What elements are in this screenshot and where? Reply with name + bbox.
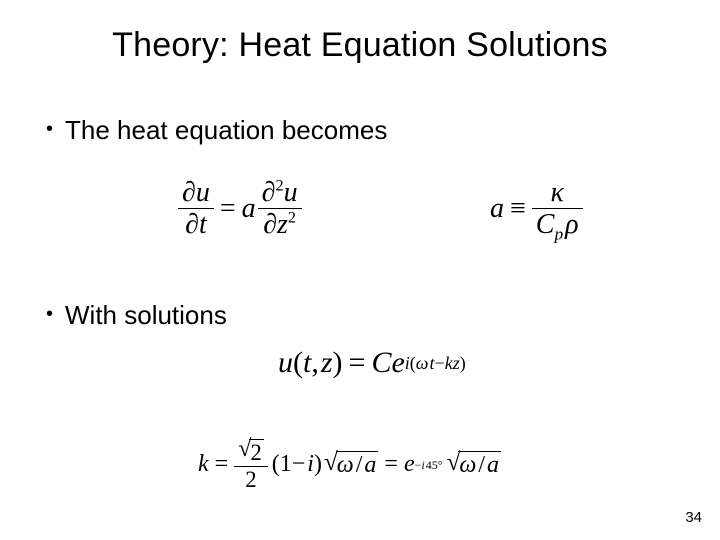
k-eq1: = xyxy=(209,451,235,478)
k-sqrt1-slash: / xyxy=(354,452,365,478)
a-def-num: κ xyxy=(550,177,563,208)
k-sqrt2-omega: ω xyxy=(459,452,476,478)
page-number: 34 xyxy=(685,509,702,526)
a-def-den-c: C xyxy=(536,209,555,240)
heat-eq-rhs-frac: ∂2u ∂z2 xyxy=(258,178,302,240)
slide: Theory: Heat Equation Solutions • The he… xyxy=(0,0,720,540)
equation-row-1: ∂u ∂t = a ∂2u ∂z2 a ≡ κ xyxy=(0,178,720,250)
sol-exp-k: k xyxy=(445,353,453,373)
k-factor-open: (1 xyxy=(268,451,292,478)
heat-eq-rhs-num-lead: ∂ xyxy=(262,177,276,208)
sol-exp-z: z xyxy=(453,353,460,373)
heat-eq-rhs-den-lead: ∂z xyxy=(263,209,288,240)
equation-row-3: k = √2 2 (1−i) √ω/a = e −i45° √ω/a xyxy=(0,438,720,494)
k-frac: √2 2 xyxy=(234,438,268,492)
a-definition: a ≡ κ Cpρ xyxy=(490,178,583,240)
heat-eq-equals: = xyxy=(214,193,242,225)
sol-func: u xyxy=(278,346,293,380)
k-sqrt1: √ω/a xyxy=(322,451,378,478)
sol-coeff: Ce xyxy=(371,346,404,380)
heat-eq-rhs-num-tail: u xyxy=(284,177,298,208)
sol-arg1: t xyxy=(303,346,311,380)
k-factor-i: i xyxy=(305,451,314,478)
bullet-1-text: The heat equation becomes xyxy=(65,115,387,146)
heat-eq-coeff: a xyxy=(242,193,258,225)
a-def-den-csub: p xyxy=(554,225,563,244)
sol-exp-close: ) xyxy=(460,353,466,373)
sol-eq: = xyxy=(343,346,372,380)
bullet-dot-icon: • xyxy=(46,115,53,143)
heat-eq-lhs-den: ∂t xyxy=(185,209,207,240)
k-frac-num-sqrt: √2 xyxy=(238,439,264,465)
a-def-lhs: a xyxy=(490,193,504,225)
equation-row-2: u(t,z) = Ce i(ωt−kz) xyxy=(0,346,720,396)
sol-arg2: z xyxy=(319,346,333,380)
sol-open: ( xyxy=(293,346,303,380)
a-def-frac: κ Cpρ xyxy=(532,178,583,240)
heat-eq-lhs-num: ∂u xyxy=(182,177,210,208)
k-sqrt1-a: a xyxy=(364,452,376,478)
a-def-op: ≡ xyxy=(504,193,532,225)
k-eq2: = xyxy=(378,451,404,478)
k-lhs: k xyxy=(198,451,209,478)
heat-equation: ∂u ∂t = a ∂2u ∂z2 xyxy=(178,178,302,240)
bullet-2: • With solutions xyxy=(46,300,227,331)
sol-comma: , xyxy=(311,346,319,380)
solution-equation: u(t,z) = Ce i(ωt−kz) xyxy=(278,346,466,380)
k-sqrt2-slash: / xyxy=(476,452,487,478)
bullet-2-text: With solutions xyxy=(65,300,227,331)
k-frac-den: 2 xyxy=(245,467,256,492)
k-e: e xyxy=(404,451,415,478)
sol-exp-minus: − xyxy=(435,353,445,373)
k-exp-45: 45 xyxy=(425,458,438,472)
k-factor-minus: − xyxy=(292,451,306,478)
a-def-den-rho: ρ xyxy=(563,209,578,240)
heat-eq-lhs-frac: ∂u ∂t xyxy=(178,178,214,240)
k-factor-close: ) xyxy=(314,451,322,478)
k-sqrt2: √ω/a xyxy=(443,451,501,478)
k-frac-num: 2 xyxy=(250,440,261,465)
heat-eq-rhs-den-sup: 2 xyxy=(288,209,296,227)
bullet-dot-icon-2: • xyxy=(46,300,53,328)
k-sqrt1-omega: ω xyxy=(337,452,354,478)
k-definition: k = √2 2 (1−i) √ω/a = e −i45° √ω/a xyxy=(198,438,501,492)
sol-close: ) xyxy=(333,346,343,380)
sol-exp-omega: ω xyxy=(416,353,429,373)
k-sqrt2-a: a xyxy=(487,452,499,478)
bullet-1: • The heat equation becomes xyxy=(46,115,387,146)
page-title: Theory: Heat Equation Solutions xyxy=(0,26,720,65)
heat-eq-rhs-num-sup: 2 xyxy=(275,177,283,195)
